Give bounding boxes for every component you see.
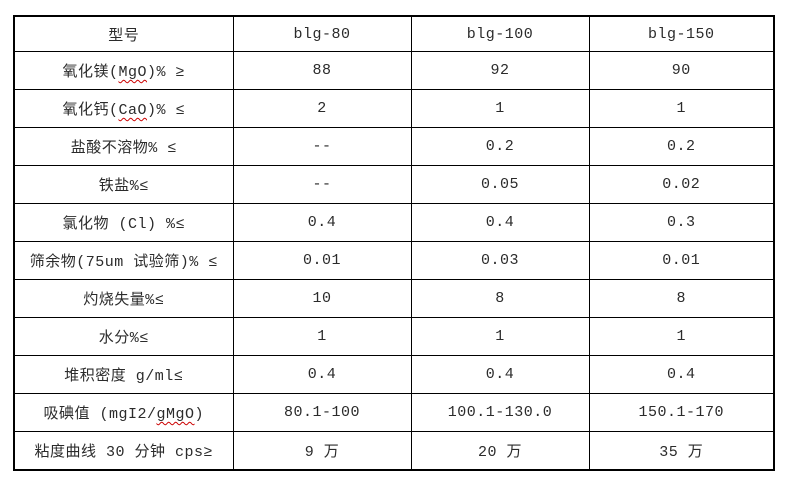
spec-value: 0.2 <box>410 127 590 166</box>
table-row-cao: 氧化钙(CaO)% ≤ 2 1 1 <box>13 89 775 128</box>
spec-value: -- <box>232 127 412 166</box>
label-text: 铁盐%≤ <box>98 178 149 195</box>
spec-value: 100.1-130.0 <box>410 393 590 432</box>
label-text: 筛余物(75um 试验筛)% ≤ <box>29 254 218 271</box>
label-text: 粘度曲线 30 分钟 cps≥ <box>34 444 213 461</box>
spec-label: 堆积密度 g/ml≤ <box>13 355 234 394</box>
table-row-bulk-density: 堆积密度 g/ml≤ 0.4 0.4 0.4 <box>13 355 775 394</box>
col-header-model-2: blg-100 <box>410 15 590 52</box>
label-text: 氧化钙( <box>62 102 119 119</box>
spec-table: 型号 blg-80 blg-100 blg-150 氧化镁(MgO)% ≥ 88… <box>13 15 775 471</box>
spec-value: 2 <box>232 89 412 128</box>
label-text: )% ≤ <box>147 102 186 119</box>
label-text: 水分%≤ <box>98 330 149 347</box>
spec-value: 1 <box>588 89 775 128</box>
table-row-sieve-residue: 筛余物(75um 试验筛)% ≤ 0.01 0.03 0.01 <box>13 241 775 280</box>
label-text: )% ≥ <box>147 64 186 81</box>
spec-value: 0.01 <box>232 241 412 280</box>
spec-label: 氧化镁(MgO)% ≥ <box>13 51 234 90</box>
spec-value: 35 万 <box>588 431 775 471</box>
spec-value: 0.01 <box>588 241 775 280</box>
spec-value: 90 <box>588 51 775 90</box>
spec-value: 0.3 <box>588 203 775 242</box>
spec-label: 氧化钙(CaO)% ≤ <box>13 89 234 128</box>
col-header-model-1: blg-80 <box>232 15 412 52</box>
spec-value: 80.1-100 <box>232 393 412 432</box>
spec-value: 88 <box>232 51 412 90</box>
spec-value: 8 <box>588 279 775 318</box>
table-row-viscosity-curve: 粘度曲线 30 分钟 cps≥ 9 万 20 万 35 万 <box>13 431 775 471</box>
table-row-iron-salt: 铁盐%≤ -- 0.05 0.02 <box>13 165 775 204</box>
spec-value: 150.1-170 <box>588 393 775 432</box>
spec-value: -- <box>232 165 412 204</box>
spec-value: 1 <box>410 317 590 356</box>
spec-value: 1 <box>232 317 412 356</box>
spec-label: 铁盐%≤ <box>13 165 234 204</box>
spec-value: 0.4 <box>232 355 412 394</box>
spec-label: 水分%≤ <box>13 317 234 356</box>
label-text: 吸碘值 (mgI2/ <box>43 406 157 423</box>
table-row-iodine-absorption: 吸碘值 (mgI2/gMgO) 80.1-100 100.1-130.0 150… <box>13 393 775 432</box>
spec-value: 0.4 <box>588 355 775 394</box>
spec-value: 0.02 <box>588 165 775 204</box>
label-text: 盐酸不溶物% ≤ <box>70 140 177 157</box>
spec-value: 8 <box>410 279 590 318</box>
spec-label: 粘度曲线 30 分钟 cps≥ <box>13 431 234 471</box>
spec-value: 92 <box>410 51 590 90</box>
spec-value: 0.4 <box>232 203 412 242</box>
spec-value: 10 <box>232 279 412 318</box>
spec-label: 盐酸不溶物% ≤ <box>13 127 234 166</box>
spec-value: 0.2 <box>588 127 775 166</box>
spec-value: 1 <box>410 89 590 128</box>
spec-value: 0.4 <box>410 355 590 394</box>
label-text: 灼烧失量%≤ <box>83 292 165 309</box>
label-text: 氯化物 (Cl) %≤ <box>62 216 185 233</box>
spec-value: 0.4 <box>410 203 590 242</box>
table-row-moisture: 水分%≤ 1 1 1 <box>13 317 775 356</box>
table-header-row: 型号 blg-80 blg-100 blg-150 <box>13 15 775 52</box>
spec-value: 0.05 <box>410 165 590 204</box>
label-text: 氧化镁( <box>62 64 119 81</box>
table-row-hcl-insoluble: 盐酸不溶物% ≤ -- 0.2 0.2 <box>13 127 775 166</box>
label-text: 堆积密度 g/ml≤ <box>64 368 184 385</box>
table-row-ignition-loss: 灼烧失量%≤ 10 8 8 <box>13 279 775 318</box>
label-misspelled: CaO <box>118 102 147 119</box>
table-row-chloride: 氯化物 (Cl) %≤ 0.4 0.4 0.3 <box>13 203 775 242</box>
label-misspelled: MgO <box>118 64 147 81</box>
spec-label: 氯化物 (Cl) %≤ <box>13 203 234 242</box>
label-text: ) <box>194 406 205 423</box>
label-misspelled: gMgO <box>156 406 195 423</box>
col-header-type: 型号 <box>13 15 234 52</box>
spec-value: 1 <box>588 317 775 356</box>
spec-label: 灼烧失量%≤ <box>13 279 234 318</box>
spec-label: 筛余物(75um 试验筛)% ≤ <box>13 241 234 280</box>
table-row-mgo: 氧化镁(MgO)% ≥ 88 92 90 <box>13 51 775 90</box>
spec-value: 9 万 <box>232 431 412 471</box>
spec-value: 20 万 <box>410 431 590 471</box>
spec-label: 吸碘值 (mgI2/gMgO) <box>13 393 234 432</box>
spec-value: 0.03 <box>410 241 590 280</box>
col-header-model-3: blg-150 <box>588 15 775 52</box>
